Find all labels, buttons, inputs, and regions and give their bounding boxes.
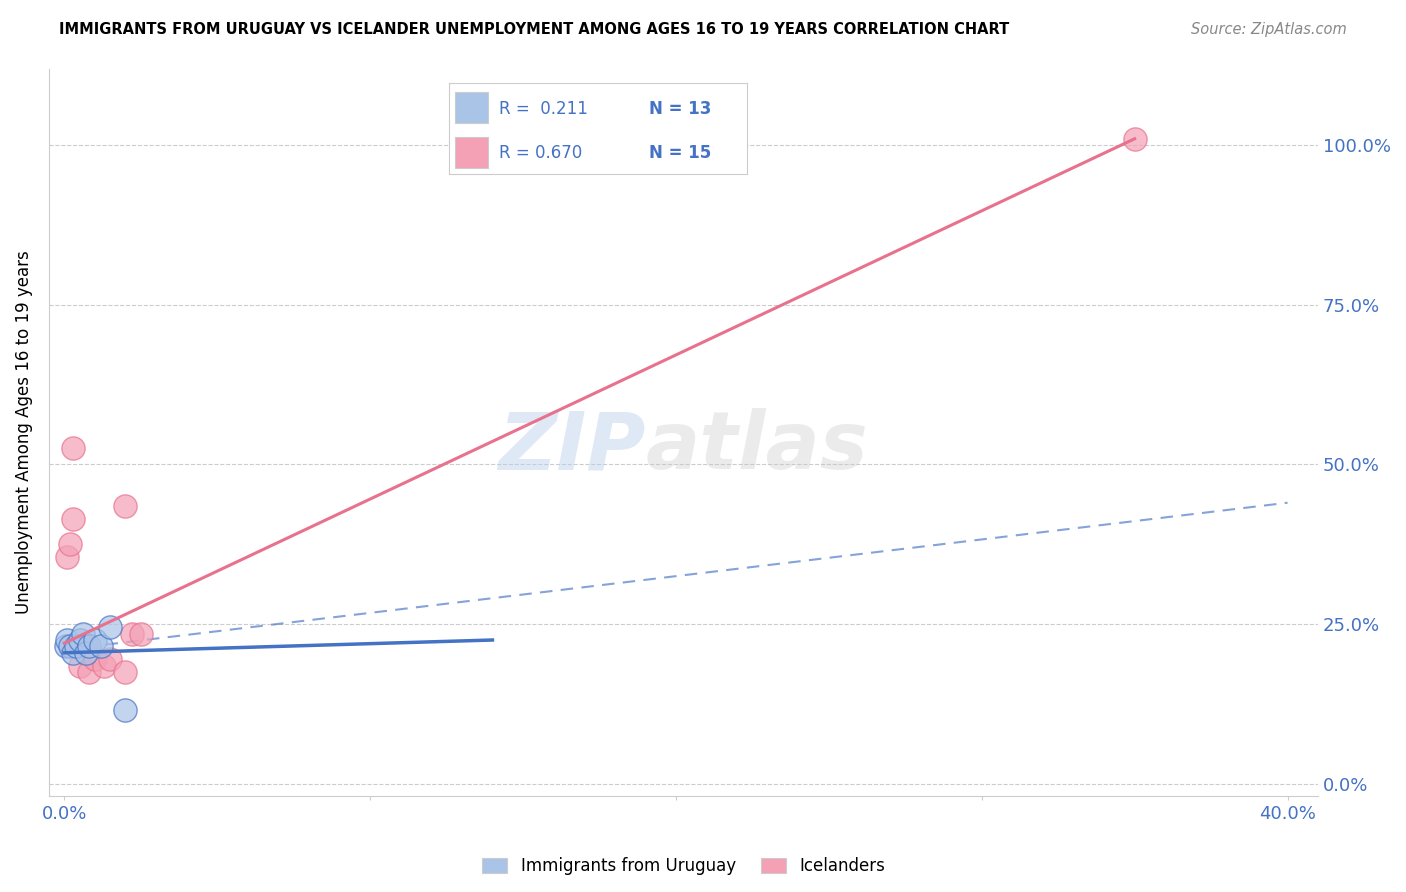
Point — [114, 665, 136, 679]
Point — [129, 626, 152, 640]
Point — [62, 511, 84, 525]
Point — [75, 646, 97, 660]
Point — [69, 658, 91, 673]
Point — [98, 620, 121, 634]
Point — [59, 537, 82, 551]
Point — [56, 549, 79, 564]
Point — [98, 652, 121, 666]
Text: Source: ZipAtlas.com: Source: ZipAtlas.com — [1191, 22, 1347, 37]
Point — [114, 703, 136, 717]
Point — [59, 640, 82, 654]
Y-axis label: Unemployment Among Ages 16 to 19 years: Unemployment Among Ages 16 to 19 years — [15, 251, 32, 615]
Text: ZIP: ZIP — [498, 408, 645, 486]
Point — [69, 633, 91, 648]
Point — [55, 640, 77, 654]
Point — [77, 665, 100, 679]
Point — [90, 640, 112, 654]
Point — [121, 626, 143, 640]
Point — [62, 442, 84, 456]
Point — [62, 646, 84, 660]
Point — [65, 640, 87, 654]
Legend: Immigrants from Uruguay, Icelanders: Immigrants from Uruguay, Icelanders — [482, 857, 884, 875]
Point — [93, 658, 115, 673]
Point — [77, 640, 100, 654]
Text: atlas: atlas — [645, 408, 869, 486]
Point — [72, 626, 94, 640]
Point — [75, 640, 97, 654]
Point — [83, 633, 105, 648]
Text: IMMIGRANTS FROM URUGUAY VS ICELANDER UNEMPLOYMENT AMONG AGES 16 TO 19 YEARS CORR: IMMIGRANTS FROM URUGUAY VS ICELANDER UNE… — [59, 22, 1010, 37]
Point — [56, 633, 79, 648]
Point — [1123, 132, 1146, 146]
Point — [83, 652, 105, 666]
Point — [114, 499, 136, 513]
